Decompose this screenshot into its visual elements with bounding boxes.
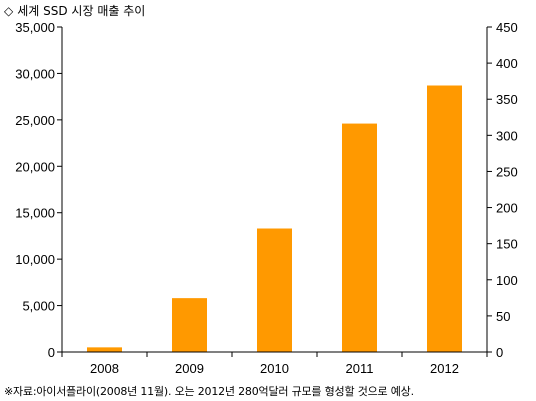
bars-group [87,85,462,352]
y2-tick-label: 300 [496,128,518,143]
x-tick-label: 2010 [260,361,289,376]
bar-2008 [87,347,122,352]
y-tick-label: 15,000 [15,206,55,221]
axes-group [61,27,488,353]
bar-2010 [257,228,292,352]
y-tick-label: 5,000 [22,299,55,314]
x-tick-label: 2009 [175,361,204,376]
x-axis-ticks: 2008 2009 2010 2011 2012 [61,352,488,376]
y-tick-label: 10,000 [15,252,55,267]
y-tick-label: 30,000 [15,66,55,81]
bar-2011 [342,123,377,352]
y2-tick-label: 0 [496,345,503,360]
y-tick-label: 20,000 [15,159,55,174]
y2-tick-label: 200 [496,201,518,216]
chart-title-text: 세계 SSD 시장 매출 추이 [17,4,146,18]
y-tick-label: 25,000 [15,113,55,128]
bar-2009 [172,298,207,352]
right-axis-ticks: 0 50 100 150 200 250 300 350 400 450 [487,20,518,360]
y2-tick-label: 50 [496,309,510,324]
y2-tick-label: 350 [496,92,518,107]
y2-tick-label: 250 [496,164,518,179]
y-tick-label: 0 [48,345,55,360]
x-tick-label: 2012 [430,361,459,376]
y-tick-label: 35,000 [15,20,55,35]
y2-tick-label: 450 [496,20,518,35]
x-tick-label: 2011 [346,361,374,376]
left-axis-ticks: 0 5,000 10,000 15,000 20,000 25,000 30,000 35,0… [15,20,62,360]
x-tick-label: 2008 [90,361,119,376]
bar-2012 [427,85,462,352]
diamond-marker-icon: ◇ [4,4,14,18]
y2-tick-label: 150 [496,237,518,252]
chart-title: ◇ 세계 SSD 시장 매출 추이 [4,2,145,19]
y2-tick-label: 400 [496,56,518,71]
y2-tick-label: 100 [496,273,518,288]
source-footnote: ※자료:아이서플라이(2008년 11월). 오는 2012년 280억달러 규… [4,385,414,398]
